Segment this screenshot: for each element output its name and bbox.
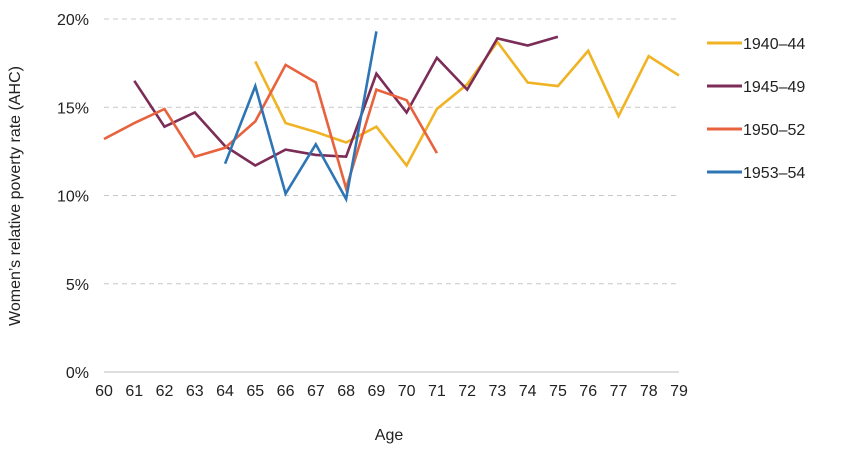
x-tick-label: 78 bbox=[640, 383, 658, 400]
gridlines bbox=[104, 18, 679, 285]
y-tick-label: 5% bbox=[66, 277, 89, 294]
x-tick-label: 77 bbox=[610, 383, 628, 400]
x-tick-label: 70 bbox=[398, 383, 416, 400]
legend: 1940–44 1945–49 1950–52 1953–54 bbox=[707, 36, 805, 182]
legend-label: 1950–52 bbox=[743, 122, 805, 139]
x-tick-label: 74 bbox=[519, 383, 537, 400]
y-tick-labels: 0% 5% 10% 15% 20% bbox=[57, 12, 89, 382]
x-tick-label: 79 bbox=[670, 383, 688, 400]
x-tick-label: 75 bbox=[549, 383, 567, 400]
y-tick-label: 0% bbox=[66, 365, 89, 382]
series-line-4 bbox=[223, 31, 378, 203]
x-tick-label: 65 bbox=[246, 383, 264, 400]
x-tick-label: 64 bbox=[216, 383, 234, 400]
legend-label: 1945–49 bbox=[743, 79, 805, 96]
series-line-2 bbox=[133, 35, 559, 168]
y-tick-label: 15% bbox=[57, 100, 89, 117]
y-tick-label: 10% bbox=[57, 189, 89, 206]
x-tick-label: 67 bbox=[307, 383, 325, 400]
x-tick-label: 71 bbox=[428, 383, 446, 400]
x-tick-label: 60 bbox=[95, 383, 113, 400]
x-tick-label: 61 bbox=[125, 383, 143, 400]
series-line-3 bbox=[103, 63, 439, 193]
y-axis-title: Women’s relative poverty rate (AHC) bbox=[7, 66, 24, 326]
x-tick-labels: 60 61 62 63 64 65 66 67 68 69 70 71 72 73 74 75 76 77 78 79 bbox=[95, 383, 688, 400]
x-tick-label: 66 bbox=[277, 383, 295, 400]
y-tick-label: 20% bbox=[57, 12, 89, 29]
series-lines bbox=[103, 31, 680, 203]
x-tick-label: 73 bbox=[489, 383, 507, 400]
x-tick-label: 69 bbox=[367, 383, 385, 400]
legend-label: 1940–44 bbox=[743, 36, 805, 53]
series-line-1 bbox=[254, 39, 680, 168]
x-tick-label: 76 bbox=[579, 383, 597, 400]
x-tick-label: 68 bbox=[337, 383, 355, 400]
x-tick-label: 63 bbox=[186, 383, 204, 400]
x-axis-title: Age bbox=[375, 427, 404, 444]
legend-label: 1953–54 bbox=[743, 165, 805, 182]
x-tick-label: 72 bbox=[458, 383, 476, 400]
x-tick-label: 62 bbox=[156, 383, 174, 400]
